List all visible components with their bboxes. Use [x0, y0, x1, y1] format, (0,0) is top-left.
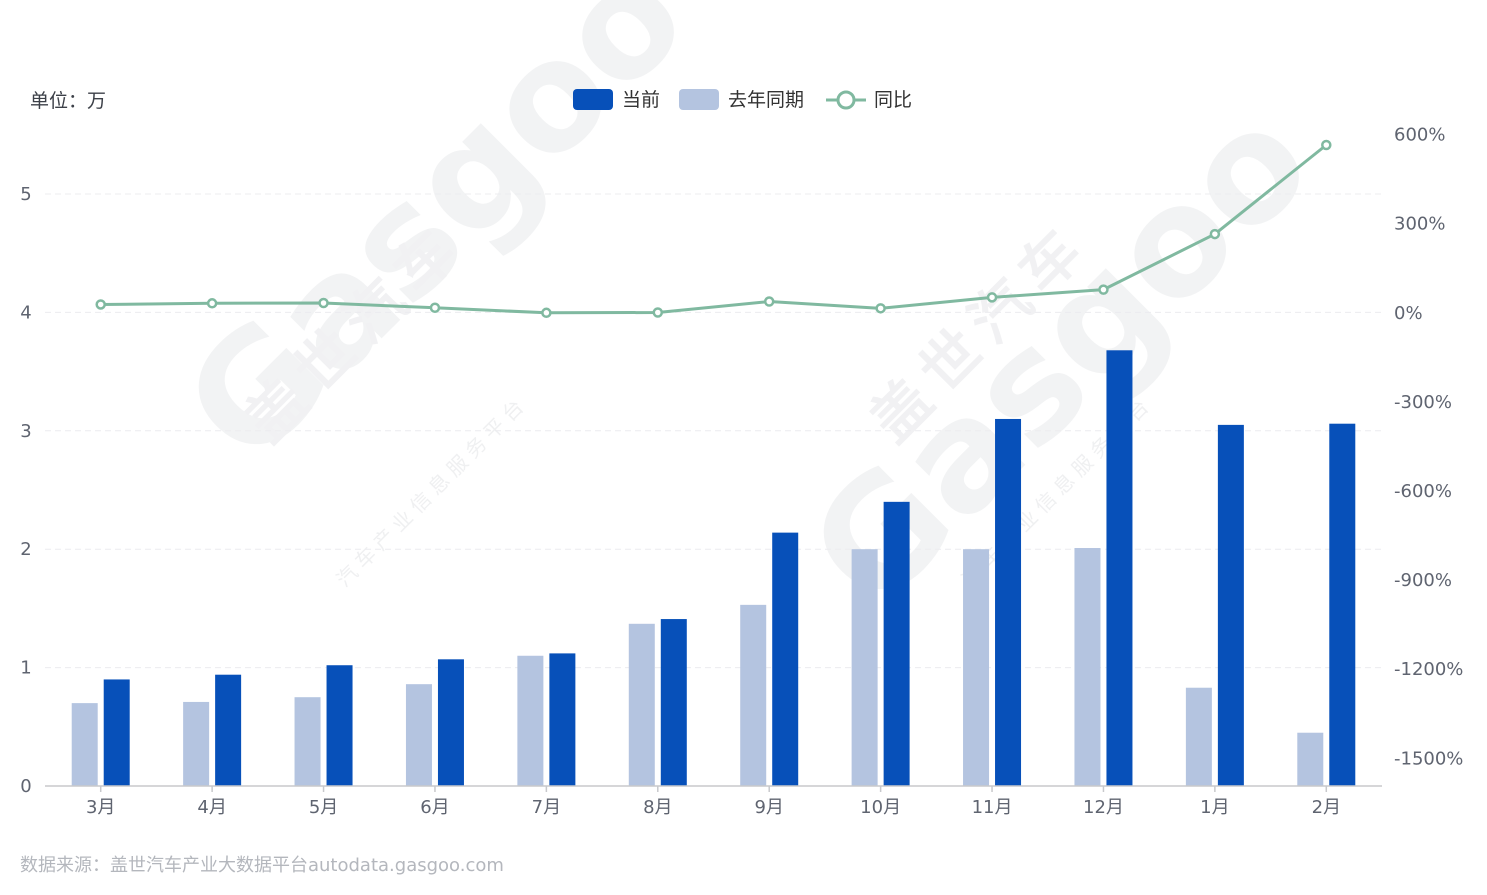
yoy-point [1209, 228, 1221, 240]
yoy-point [95, 299, 106, 310]
bar-last-year [405, 684, 432, 786]
yoy-point [429, 302, 441, 314]
yoy-point [763, 296, 775, 307]
bar-last-year [851, 549, 878, 786]
svg-text:汽车产业信息服务平台: 汽车产业信息服务平台 [332, 391, 533, 592]
legend-swatch-current [573, 89, 613, 110]
x-tick-label: 7月 [532, 797, 561, 818]
y-right-tick-label: -600% [1394, 481, 1452, 502]
x-tick-label: 5月 [309, 797, 338, 818]
bar-current [437, 659, 464, 786]
bar-last-year [628, 623, 655, 786]
bar-current [1217, 424, 1244, 786]
yoy-point [986, 292, 998, 303]
x-tick-label: 9月 [754, 797, 783, 818]
series-last-year [71, 548, 1324, 786]
bar-current [995, 418, 1022, 786]
y-axis-right: -1500% -1200% -900% -600% -300% 0% 300% 600% [1394, 125, 1463, 770]
data-source-footer: 数据来源：盖世汽车产业大数据平台autodata.gasgoo.com [20, 855, 504, 876]
yoy-point [875, 303, 886, 314]
bar-last-year [740, 604, 767, 786]
legend-swatch-last-year [679, 89, 719, 110]
legend: 当前 去年同期 同比 [573, 89, 912, 111]
y-left-tick-label: 3 [20, 421, 31, 442]
legend-label-last-year: 去年同期 [728, 89, 804, 111]
yoy-point [318, 297, 329, 309]
unit-label: 单位：万 [30, 90, 106, 112]
y-left-tick-label: 1 [20, 658, 31, 679]
bar-current [215, 674, 242, 786]
legend-item-last-year[interactable]: 去年同期 [679, 89, 804, 111]
y-right-tick-label: 600% [1394, 125, 1445, 146]
bar-last-year [1297, 732, 1324, 786]
y-right-tick-label: -1200% [1394, 659, 1463, 680]
x-tick-label: 8月 [643, 797, 672, 818]
x-tick-label: 4月 [197, 797, 226, 818]
bar-last-year [71, 703, 98, 786]
x-tick-label: 2月 [1312, 797, 1341, 818]
yoy-point [1321, 139, 1332, 151]
grid-lines [45, 193, 1382, 669]
y-right-tick-label: -300% [1394, 392, 1452, 413]
y-left-tick-label: 5 [20, 184, 31, 205]
x-tick-label: 3月 [86, 797, 115, 818]
bar-last-year [183, 701, 210, 786]
bar-current [1329, 423, 1356, 786]
bar-last-year [517, 655, 544, 786]
bar-last-year [963, 549, 990, 786]
bar-current [103, 679, 130, 786]
legend-swatch-yoy-marker [836, 90, 856, 110]
x-tick-label: 10月 [860, 797, 901, 818]
legend-label-yoy: 同比 [874, 89, 912, 111]
x-tick-label: 6月 [420, 797, 449, 818]
y-axis-left: 0 1 2 3 4 5 [20, 184, 31, 797]
x-axis: 3月 4月 5月 6月 7月 8月 9月 10月 11月 12月 1月 2月 [86, 786, 1341, 818]
yoy-line-path [100, 143, 1328, 315]
bar-current [326, 665, 353, 786]
bar-current [1106, 350, 1133, 786]
yoy-point [1098, 284, 1109, 295]
yoy-point [541, 307, 552, 319]
bar-current [549, 653, 576, 786]
bar-current [660, 619, 687, 786]
y-left-tick-label: 0 [20, 776, 31, 797]
bar-last-year [1185, 687, 1212, 786]
x-tick-label: 1月 [1200, 797, 1229, 818]
series-yoy [95, 139, 1332, 319]
legend-item-current[interactable]: 当前 [573, 89, 660, 111]
x-tick-label: 11月 [972, 797, 1013, 818]
bar-current [883, 501, 910, 786]
yoy-point [652, 307, 664, 318]
legend-item-yoy[interactable]: 同比 [826, 89, 912, 111]
bar-last-year [294, 697, 321, 786]
series-current [103, 350, 1356, 786]
bar-last-year [1074, 548, 1101, 786]
x-tick-label: 12月 [1083, 797, 1124, 818]
bar-current [772, 532, 799, 786]
y-right-tick-label: 300% [1394, 214, 1445, 235]
y-right-tick-label: 0% [1394, 303, 1423, 324]
legend-label-current: 当前 [622, 89, 660, 111]
y-left-tick-label: 4 [20, 302, 31, 323]
y-left-tick-label: 2 [20, 539, 31, 560]
yoy-point [206, 298, 218, 309]
y-right-tick-label: -900% [1394, 570, 1452, 591]
y-right-tick-label: -1500% [1394, 748, 1463, 769]
